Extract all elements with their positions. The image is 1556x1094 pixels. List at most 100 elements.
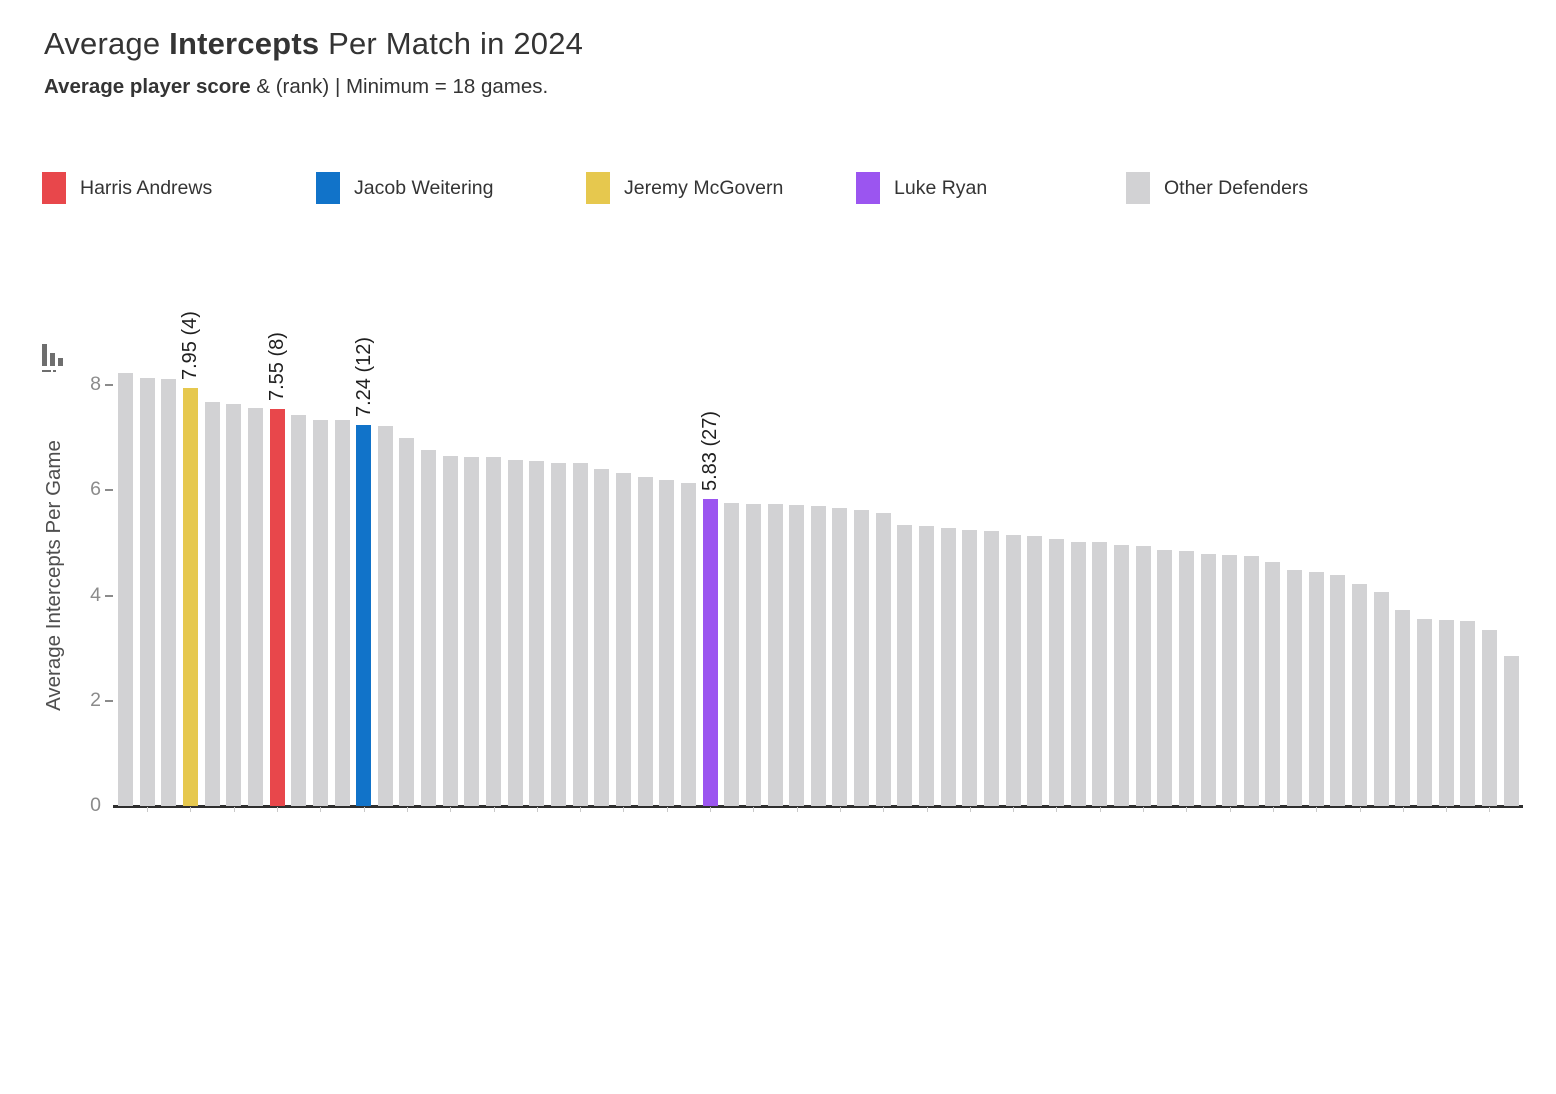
bar-jeremy-mcgovern[interactable] [182,387,198,806]
x-tick-mark [1056,807,1058,812]
bar[interactable] [940,528,956,806]
legend-item-jacob-weitering[interactable]: Jacob Weitering [316,171,493,205]
bar[interactable] [919,526,935,806]
x-tick-mark [1099,807,1101,812]
bar[interactable] [680,483,696,806]
bar[interactable] [377,426,393,806]
bar[interactable] [226,403,242,806]
y-tick-mark [105,594,113,597]
bar[interactable] [984,530,999,806]
legend-item-luke-ryan[interactable]: Luke Ryan [856,171,987,205]
bar[interactable] [247,407,263,806]
bar[interactable] [637,477,653,806]
y-tick-mark [105,384,113,387]
annotation-bar-28: 5.83 (27) [699,411,722,492]
bar[interactable] [551,462,566,806]
bar[interactable] [1135,546,1151,806]
bar[interactable] [486,457,502,806]
chart-title-bold: Intercepts [169,26,320,61]
bar[interactable] [1070,541,1086,806]
bar[interactable] [139,378,155,806]
x-tick-mark [147,807,149,812]
x-tick-mark [1359,807,1361,812]
bar[interactable] [1265,561,1281,806]
sort-descending-icon[interactable] [42,344,64,372]
bar[interactable] [1308,571,1324,806]
bar[interactable] [897,524,913,806]
bar[interactable] [1503,656,1519,806]
bar[interactable] [1243,556,1259,806]
x-tick-mark [493,807,495,812]
bar[interactable] [832,508,848,806]
bar[interactable] [594,468,610,806]
legend-label: Jeremy McGovern [624,176,784,199]
bar[interactable] [789,505,805,806]
bar[interactable] [724,503,740,806]
bar[interactable] [810,506,826,806]
bar[interactable] [1113,544,1129,806]
x-tick-mark [883,807,885,812]
bar[interactable] [875,512,891,806]
bar[interactable] [615,473,631,806]
x-tick-mark [233,807,235,812]
bar[interactable] [464,456,480,806]
bar[interactable] [529,461,545,806]
bar[interactable] [442,456,458,806]
x-tick-mark [536,807,538,812]
bar[interactable] [291,414,307,806]
bar[interactable] [1048,538,1064,806]
bar[interactable] [118,373,133,806]
bar[interactable] [161,378,177,806]
chart-subtitle-bold: Average player score [44,75,251,98]
bar[interactable] [1481,630,1497,806]
legend-item-other-defenders[interactable]: Other Defenders [1126,171,1308,205]
bar[interactable] [1287,570,1303,806]
x-tick-mark [406,807,408,812]
bar[interactable] [854,509,870,806]
legend-swatch [316,172,340,204]
bar[interactable] [507,460,523,806]
bar[interactable] [312,419,328,806]
bar[interactable] [1027,536,1043,806]
annotation-bar-12: 7.24 (12) [352,337,375,418]
x-tick-mark [753,807,755,812]
x-tick-mark [450,807,452,812]
bar[interactable] [334,420,350,806]
y-tick-mark [105,489,113,492]
x-tick-mark [710,807,712,812]
legend-item-jeremy-mcgovern[interactable]: Jeremy McGovern [586,171,783,205]
bar[interactable] [745,503,761,806]
bar[interactable] [1395,610,1411,806]
bar[interactable] [572,463,588,806]
bar[interactable] [1092,542,1108,806]
legend-item-harris-andrews[interactable]: Harris Andrews [42,171,212,205]
bar[interactable] [1373,592,1389,806]
x-tick-mark [363,807,365,812]
bar[interactable] [1157,549,1173,806]
bar[interactable] [1005,534,1021,806]
bar-harris-andrews[interactable] [269,408,285,806]
bar[interactable] [962,530,978,806]
bar[interactable] [1460,620,1476,806]
bar[interactable] [1417,618,1432,806]
chart-title-post: Per Match in 2024 [319,26,584,61]
bar[interactable] [1200,554,1216,806]
bar-luke-ryan[interactable] [702,499,718,806]
bar[interactable] [421,450,437,806]
bar[interactable] [204,401,220,806]
x-tick-mark [796,807,798,812]
bar[interactable] [1438,620,1454,806]
bar[interactable] [767,504,783,806]
bar[interactable] [1352,583,1368,806]
x-tick-mark [190,807,192,812]
x-tick-mark [926,807,928,812]
bar[interactable] [659,479,675,806]
x-tick-mark [1143,807,1145,812]
bar[interactable] [399,438,415,806]
bar[interactable] [1178,550,1194,806]
legend: Harris Andrews Jacob Weitering Jeremy McGo… [0,171,1556,205]
bar[interactable] [1222,554,1238,806]
bar-jacob-weitering[interactable] [356,425,372,806]
bar[interactable] [1330,574,1346,806]
chart-subtitle: Average player score & (rank) | Minimum … [44,75,548,99]
